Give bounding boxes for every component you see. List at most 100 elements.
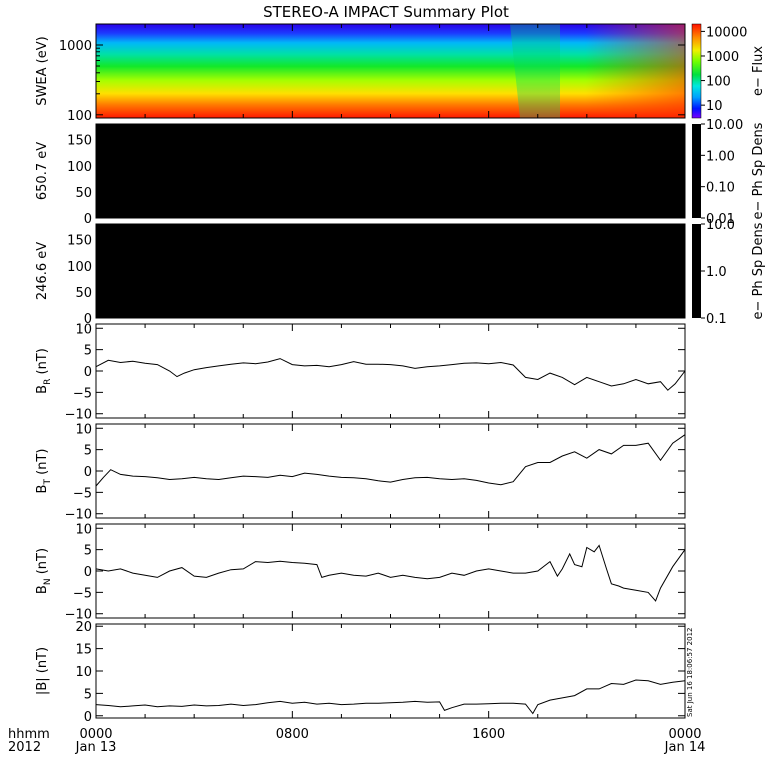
bn-ytick-label: −10 (65, 608, 92, 623)
bt-ytick-label: −5 (73, 486, 92, 501)
panel-bt: −10 −5 0 5 10 BT (nT) (35, 422, 686, 523)
bmag-ytick-label: 10 (75, 665, 92, 680)
x-date-label: Jan 13 (75, 740, 117, 755)
x-row-label-hhmm: hhmm (8, 727, 50, 742)
bmag-series-line (95, 679, 686, 715)
swea-depletion-band (510, 24, 560, 118)
br-ytick-label: 0 (84, 365, 92, 380)
pad650-ytick-label: 0 (84, 212, 92, 227)
br-ylabel: BR (nT) (35, 348, 53, 394)
bn-frame (95, 523, 686, 619)
bt-ylabel-b: B (35, 485, 50, 494)
swea-colorbar-tick-label: 10 (706, 99, 723, 114)
swea-colorbar-tick-label: 100 (706, 75, 731, 90)
swea-late-enhancement (585, 24, 685, 118)
pad246-colorbar-axis: 0.1 1.0 10.0 (701, 218, 735, 327)
pad650-colorbar-tick-label: 1.00 (706, 149, 735, 164)
bt-frame (95, 423, 686, 519)
swea-colorbar-tick-label: 1000 (706, 50, 739, 65)
bn-ylabel: BN (nT) (35, 548, 53, 594)
bn-ytick-label: 5 (84, 544, 92, 559)
bmag-ytick-label: 5 (84, 687, 92, 702)
x-tick-label: 0800 (276, 727, 309, 742)
pad650-colorbar-label: e− Ph Sp Dens (751, 122, 766, 219)
swea-ytick-label: 100 (67, 109, 92, 124)
pad246-ytick-label: 50 (75, 286, 92, 301)
bmag-ytick-label: 0 (84, 710, 92, 725)
pad650-ytick-label: 100 (67, 160, 92, 175)
swea-ytick-label: 1000 (59, 39, 92, 54)
br-ylabel-b: B (35, 385, 50, 394)
br-ytick-label: 5 (84, 344, 92, 359)
swea-ylabel: SWEA (eV) (35, 36, 50, 105)
bt-series-line (95, 434, 686, 487)
pad246-y-axis: 0 50 100 150 (67, 234, 685, 327)
x-tick-label: 0000 (668, 727, 701, 742)
pad246-spectrogram (96, 224, 685, 318)
bt-ylabel-sub: T (43, 479, 53, 486)
bmag-ytick-label: 15 (75, 643, 92, 658)
br-y-axis: −10 −5 0 5 10 (65, 322, 685, 423)
pad246-ytick-label: 100 (67, 260, 92, 275)
bn-ylabel-unit: (nT) (35, 548, 50, 578)
bn-y-axis: −10 −5 0 5 10 (65, 522, 685, 623)
panel-bn: −10 −5 0 5 10 BN (nT) (35, 522, 686, 623)
panel-pad-650: 0 50 100 150 650.7 eV 0.01 0.10 1.00 10.00 e− … (35, 118, 766, 227)
x-tick-label: 1600 (472, 727, 505, 742)
bt-y-axis: −10 −5 0 5 10 (65, 422, 685, 523)
x-row-label-year: 2012 (8, 740, 41, 755)
pad650-colorbar (692, 124, 701, 218)
br-ylabel-unit: (nT) (35, 348, 50, 378)
panel-bmag: 0 5 10 15 20 |B| (nT) Sat Jun 16 18:06:57 20… (35, 620, 694, 725)
generation-timestamp: Sat Jun 16 18:06:57 2012 (686, 628, 694, 717)
pad246-colorbar-tick-label: 10.0 (706, 218, 735, 233)
pad246-colorbar-tick-label: 1.0 (706, 265, 727, 280)
panel-pad-246: 0 50 100 150 246.6 eV 0.1 1.0 10.0 e− Ph Sp D… (35, 218, 766, 327)
bt-ytick-label: −10 (65, 508, 92, 523)
pad246-colorbar (692, 224, 701, 318)
pad650-ytick-label: 150 (67, 134, 92, 149)
bn-series-line (95, 544, 686, 602)
swea-colorbar (691, 23, 702, 119)
x-tick-label: 0000 (79, 727, 112, 742)
bn-ytick-label: 10 (75, 522, 92, 537)
bn-ylabel-b: B (35, 585, 50, 594)
panel-swea: 100 1000 SWEA (eV) 10 100 1000 10000 e− Flux (35, 23, 766, 124)
pad650-colorbar-tick-label: 0.10 (706, 181, 735, 196)
swea-colorbar-tick-label: 10000 (706, 25, 747, 40)
bmag-ylabel: |B| (nT) (35, 647, 50, 695)
bn-ylabel-sub: N (43, 578, 53, 585)
pad246-ylabel: 246.6 eV (35, 242, 50, 300)
bn-ytick-label: −5 (73, 586, 92, 601)
swea-y-axis: 100 1000 (59, 23, 685, 124)
pad246-ytick-label: 150 (67, 234, 92, 249)
pad650-colorbar-axis: 0.01 0.10 1.00 10.00 (701, 118, 743, 227)
bn-ytick-label: 0 (84, 565, 92, 580)
bt-ylabel-unit: (nT) (35, 449, 50, 479)
chart-title: STEREO-A IMPACT Summary Plot (263, 3, 509, 21)
pad650-spectrogram (96, 124, 685, 218)
br-frame (95, 323, 686, 419)
swea-colorbar-label: e− Flux (751, 46, 766, 96)
swea-colorbar-axis: 10 100 1000 10000 (701, 25, 747, 114)
pad246-colorbar-label: e− Ph Sp Dens (751, 222, 766, 319)
br-series-line (95, 358, 686, 391)
pad650-colorbar-tick-label: 10.00 (706, 118, 743, 133)
bt-ytick-label: 0 (84, 465, 92, 480)
bt-ytick-label: 5 (84, 444, 92, 459)
bt-ytick-label: 10 (75, 422, 92, 437)
br-ytick-label: −10 (65, 408, 92, 423)
pad246-ytick-label: 0 (84, 312, 92, 327)
br-ytick-label: −5 (73, 386, 92, 401)
br-ylabel-sub: R (43, 379, 53, 385)
bmag-frame (95, 623, 686, 719)
pad650-colorbar-tick-label: 0.01 (706, 212, 735, 227)
bt-ylabel: BT (nT) (35, 449, 53, 494)
panel-br: −10 −5 0 5 10 BR (nT) (35, 322, 686, 423)
x-date-label: Jan 14 (664, 740, 706, 755)
br-ytick-label: 10 (75, 322, 92, 337)
pad650-y-axis: 0 50 100 150 (67, 134, 685, 227)
bmag-y-axis: 0 5 10 15 20 (75, 620, 685, 725)
